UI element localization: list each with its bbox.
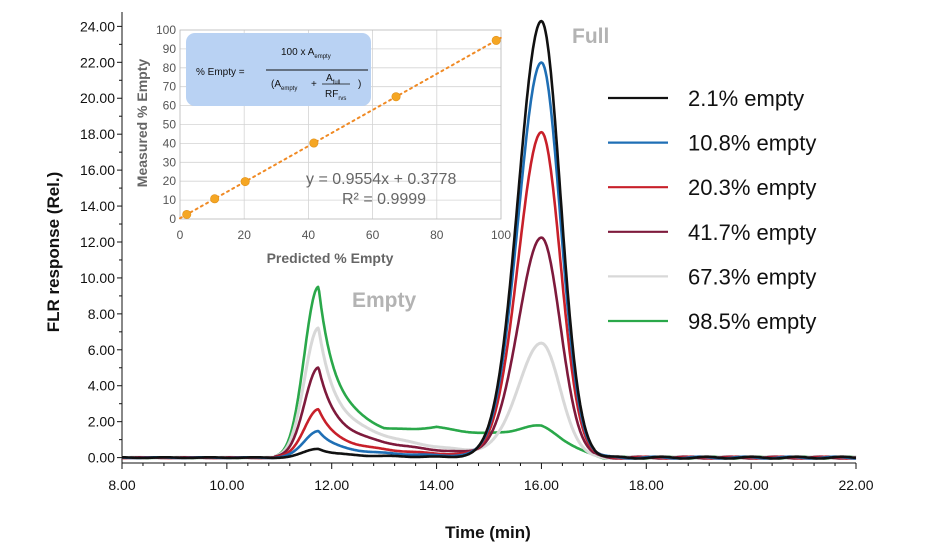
legend-label: 67.3% empty	[688, 264, 816, 289]
inset-y-tick-label: 80	[163, 61, 177, 75]
legend-label: 98.5% empty	[688, 309, 816, 334]
y-tick-label: 4.00	[88, 378, 115, 394]
inset-r-squared: R² = 0.9999	[342, 191, 426, 208]
x-tick-label: 10.00	[209, 477, 244, 493]
x-tick-label: 8.00	[108, 477, 135, 493]
x-axis-title: Time (min)	[445, 523, 531, 542]
inset-data-point	[210, 194, 220, 204]
inset-y-tick-label: 90	[163, 42, 177, 56]
formula-lhs: % Empty =	[196, 67, 245, 78]
inset-chart: 0 10 20 30 40 50 60 70 80 90 100 0 20 40 60 80 100 Measu…	[134, 23, 511, 266]
legend-label: 20.3% empty	[688, 175, 816, 200]
legend-label: 2.1% empty	[688, 86, 804, 111]
formula-box: % Empty = 100 x Aempty (Aempty + Afull R…	[186, 33, 371, 106]
formula-inner-denominator: RFrvs	[325, 89, 346, 102]
inset-data-point	[391, 92, 401, 102]
y-tick-label: 22.00	[80, 54, 115, 70]
series-line-0	[121, 19, 857, 460]
x-tick-label: 20.00	[734, 477, 769, 493]
legend: 2.1% empty 10.8% empty 20.3% empty 41.7% em…	[608, 86, 816, 334]
inset-points-group	[182, 35, 501, 219]
inset-y-tick-label: 50	[163, 118, 177, 132]
inset-data-point	[182, 209, 192, 219]
y-tick-label: 14.00	[80, 198, 115, 214]
inset-data-point	[240, 177, 250, 187]
y-tick-label: 2.00	[88, 414, 115, 430]
inset-frame	[179, 29, 502, 220]
full-peak-annotation: Full	[572, 25, 609, 48]
inset-y-axis-title: Measured % Empty	[134, 59, 150, 188]
inset-y-tick-label: 10	[163, 193, 177, 207]
inset-y-tick-label: 30	[163, 155, 177, 169]
y-tick-label: 20.00	[80, 90, 115, 106]
y-tick-label: 10.00	[80, 270, 115, 286]
y-tick-label: 18.00	[80, 126, 115, 142]
empty-peak-annotation: Empty	[352, 289, 417, 312]
x-tick-label: 12.00	[314, 477, 349, 493]
x-tick-label: 16.00	[524, 477, 559, 493]
inset-fit-line	[179, 36, 502, 220]
x-tick-label: 22.00	[838, 477, 873, 493]
inset-data-point	[309, 138, 319, 148]
y-tick-label: 24.00	[80, 18, 115, 34]
y-tick-label: 6.00	[88, 342, 115, 358]
inset-x-tick-label: 80	[430, 228, 444, 242]
y-tick-label: 0.00	[88, 450, 115, 466]
inset-fit-equation: y = 0.9554x + 0.3778	[306, 171, 456, 188]
inset-fit-group	[179, 36, 502, 220]
x-tick-label: 14.00	[419, 477, 454, 493]
main-axes	[117, 12, 857, 469]
inset-x-tick-label: 60	[366, 228, 380, 242]
inset-tick-labels: 0 10 20 30 40 50 60 70 80 90 100 0 20 40 60 80 100	[156, 23, 511, 242]
formula-denominator-left: (Aempty	[271, 79, 297, 92]
inset-y-tick-label: 0	[169, 212, 176, 226]
formula-plus: +	[311, 79, 317, 90]
y-axis-title: FLR response (Rel.)	[44, 172, 63, 333]
inset-x-tick-label: 40	[302, 228, 316, 242]
inset-x-tick-label: 0	[177, 228, 184, 242]
formula-numerator: 100 x Aempty	[281, 47, 331, 60]
legend-label: 41.7% empty	[688, 220, 816, 245]
inset-y-tick-label: 20	[163, 174, 177, 188]
main-series-group	[121, 19, 857, 460]
x-tick-label: 18.00	[629, 477, 664, 493]
main-tick-labels: 0.00 2.00 4.00 6.00 8.00 10.00 12.00 14.00 16.00…	[80, 18, 874, 493]
inset-data-point	[491, 35, 501, 45]
formula-inner-numerator: Afull	[326, 73, 340, 86]
y-tick-label: 8.00	[88, 306, 115, 322]
inset-y-tick-label: 60	[163, 99, 177, 113]
inset-y-tick-label: 70	[163, 80, 177, 94]
inset-y-tick-label: 40	[163, 136, 177, 150]
inset-x-tick-label: 100	[491, 228, 511, 242]
legend-label: 10.8% empty	[688, 131, 816, 156]
inset-x-tick-label: 20	[238, 228, 252, 242]
formula-close: )	[358, 79, 361, 90]
y-tick-label: 12.00	[80, 234, 115, 250]
inset-x-axis-title: Predicted % Empty	[267, 250, 394, 266]
y-tick-label: 16.00	[80, 162, 115, 178]
inset-y-tick-label: 100	[156, 23, 176, 37]
